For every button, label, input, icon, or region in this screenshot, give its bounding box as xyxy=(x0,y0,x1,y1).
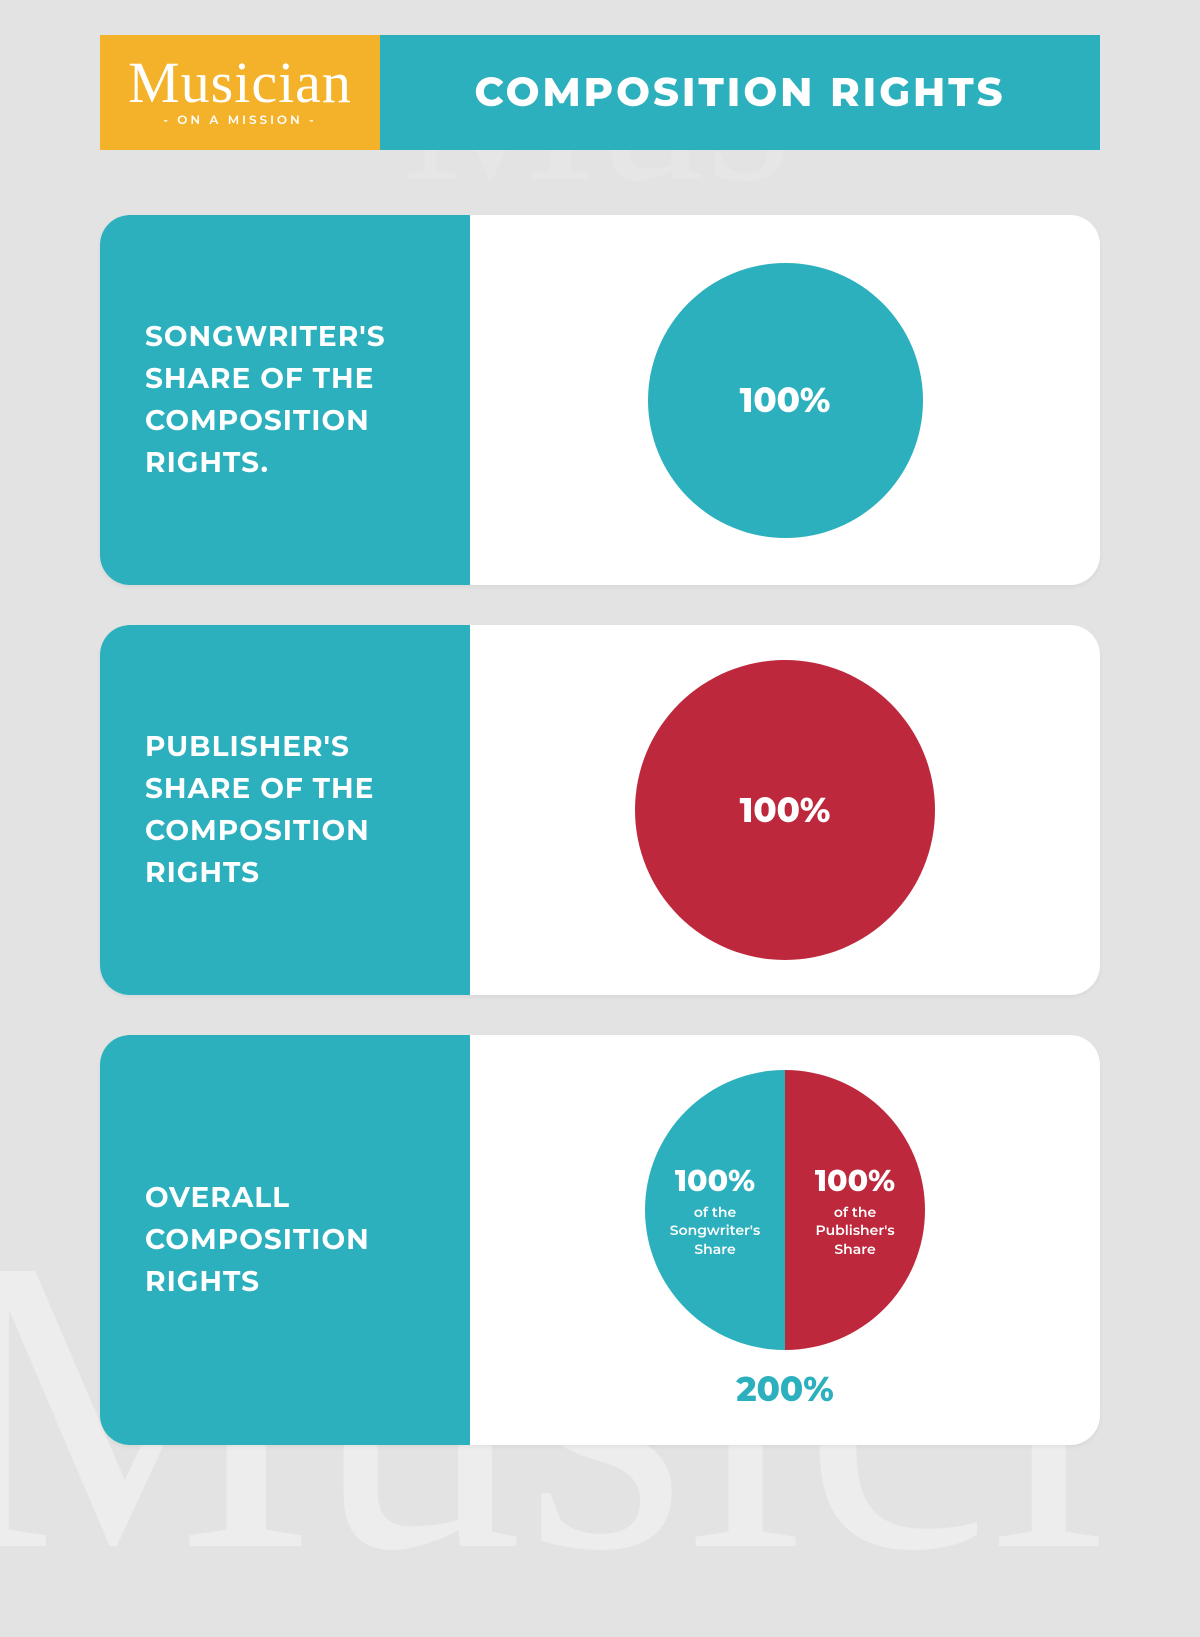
pie-split: 100% of the Songwriter's Share 100% of t… xyxy=(645,1070,925,1350)
logo-script: Musician xyxy=(128,57,352,109)
card-overall: OVERALL COMPOSITION RIGHTS 100% of the S… xyxy=(100,1035,1100,1445)
pie-single: 100% xyxy=(635,660,935,960)
pie-split-right-pct: 100% xyxy=(815,1162,895,1199)
pie-split-right-sub: of the Publisher's Share xyxy=(795,1203,915,1258)
card-label-text: SONGWRITER'S SHARE OF THE COMPOSITION RI… xyxy=(145,316,430,484)
card-label: PUBLISHER'S SHARE OF THE COMPOSITION RIG… xyxy=(100,625,470,995)
pie-split-right: 100% of the Publisher's Share xyxy=(785,1070,925,1350)
card-chart: 100% of the Songwriter's Share 100% of t… xyxy=(470,1035,1100,1445)
pie-value: 100% xyxy=(740,789,831,831)
pie-split-left-sub: of the Songwriter's Share xyxy=(655,1203,775,1258)
card-label-text: OVERALL COMPOSITION RIGHTS xyxy=(145,1177,430,1303)
card-label: SONGWRITER'S SHARE OF THE COMPOSITION RI… xyxy=(100,215,470,585)
pie-split-left-pct: 100% xyxy=(675,1162,755,1199)
page-title: COMPOSITION RIGHTS xyxy=(475,68,1006,117)
pie-split-left: 100% of the Songwriter's Share xyxy=(645,1070,785,1350)
logo-subtitle: - ON A MISSION - xyxy=(163,113,316,128)
logo: Musician - ON A MISSION - xyxy=(100,35,380,150)
title-box: COMPOSITION RIGHTS xyxy=(380,35,1100,150)
card-label: OVERALL COMPOSITION RIGHTS xyxy=(100,1035,470,1445)
card-chart: 100% xyxy=(470,215,1100,585)
card-publisher: PUBLISHER'S SHARE OF THE COMPOSITION RIG… xyxy=(100,625,1100,995)
card-chart: 100% xyxy=(470,625,1100,995)
card-songwriter: SONGWRITER'S SHARE OF THE COMPOSITION RI… xyxy=(100,215,1100,585)
card-label-text: PUBLISHER'S SHARE OF THE COMPOSITION RIG… xyxy=(145,726,430,894)
pie-value: 100% xyxy=(740,379,831,421)
header: Musician - ON A MISSION - COMPOSITION RI… xyxy=(100,35,1100,150)
pie-single: 100% xyxy=(648,263,923,538)
pie-total: 200% xyxy=(736,1368,833,1410)
cards-container: SONGWRITER'S SHARE OF THE COMPOSITION RI… xyxy=(100,215,1100,1445)
